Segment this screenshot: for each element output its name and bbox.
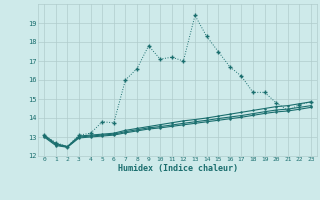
X-axis label: Humidex (Indice chaleur): Humidex (Indice chaleur) — [118, 164, 238, 173]
